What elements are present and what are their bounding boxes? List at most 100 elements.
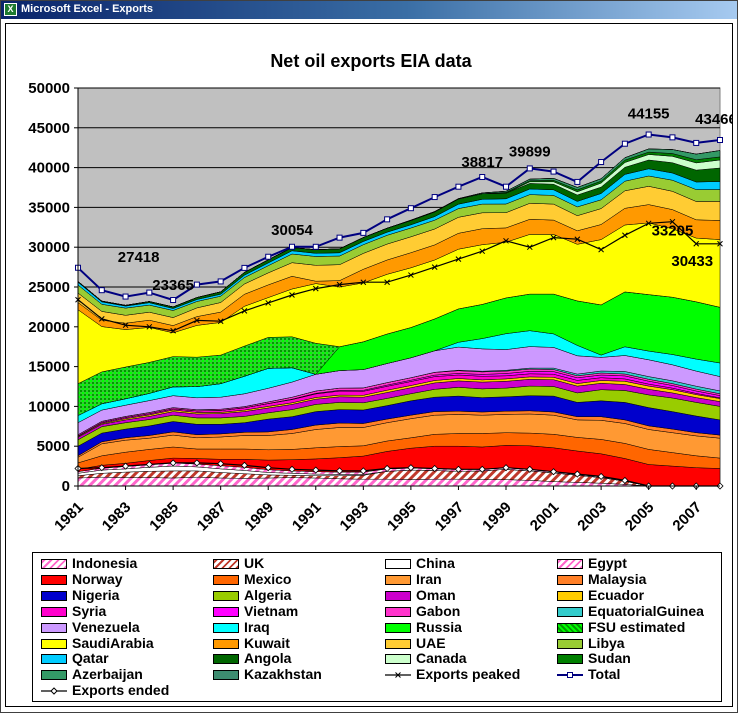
x-tick-label-1983: 1983 [99, 499, 135, 535]
legend-label-uk: UK [244, 555, 265, 571]
legend-swatch-syria [41, 606, 67, 617]
legend-swatch-saudiarabia [41, 638, 67, 649]
legend-label-egypt: Egypt [588, 555, 627, 571]
marker-exports-peaked-2000 [526, 244, 533, 251]
legend-swatch-egypt [557, 559, 583, 569]
marker-exports-ended-1994 [383, 464, 391, 473]
marker-exports-peaked-1992 [336, 281, 343, 288]
marker-exports-peaked-2004 [622, 232, 628, 239]
y-tick-label-35000: 35000 [28, 199, 70, 216]
legend-label-exports-peaked: Exports peaked [416, 666, 521, 683]
data-label-30054: 30054 [271, 222, 313, 239]
marker-total-1997 [455, 183, 462, 190]
marker-exports-peaked-2008 [717, 240, 723, 247]
legend-label-kuwait: Kuwait [244, 634, 290, 651]
excel-icon[interactable]: X [4, 3, 17, 16]
data-label-23365: 23365 [152, 277, 194, 294]
marker-total-1982 [98, 287, 105, 294]
legend-label-norway: Norway [72, 570, 123, 587]
y-tick-label-0: 0 [62, 478, 70, 495]
marker-total-2000 [526, 165, 533, 172]
marker-exports-ended-1988 [240, 461, 249, 469]
marker-total-1985 [170, 297, 177, 304]
marker-exports-peaked-1989 [265, 300, 272, 306]
marker-exports-ended-1991 [312, 466, 320, 474]
chart-area[interactable]: Net oil exports EIA data 0 5000 10000 15000… [5, 23, 733, 707]
legend-label-iran: Iran [416, 570, 442, 587]
marker-total-1996 [431, 194, 438, 201]
chart-svg: Net oil exports EIA data 0 5000 10000 15000… [28, 51, 732, 534]
legend-label-fsu-estimated: FSU estimated [588, 618, 686, 635]
marker-total-1987 [217, 278, 224, 285]
legend-swatch-indonesia [41, 559, 67, 569]
legend-label-ecuador: Ecuador [588, 586, 645, 603]
marker-total-2004 [621, 140, 628, 147]
legend-swatch-russia [385, 622, 411, 633]
marker-total-1993 [360, 229, 367, 236]
y-tick-label-30000: 30000 [28, 239, 70, 256]
marker-total-1990 [289, 243, 295, 250]
legend-swatch-china [385, 559, 411, 569]
legend-label-russia: Russia [416, 618, 462, 635]
y-tick-label-10000: 10000 [28, 398, 70, 415]
legend-swatch-venezuela [41, 622, 67, 633]
marker-exports-ended-2002 [573, 470, 581, 478]
legend-swatch-kuwait [213, 638, 239, 649]
x-tick-label-1993: 1993 [337, 499, 373, 535]
marker-exports-ended-1999 [502, 464, 510, 472]
x-tick-label-2001: 2001 [527, 499, 563, 535]
legend-swatch-ecuador [557, 590, 583, 601]
legend-label-iraq: Iraq [244, 618, 270, 635]
legend-swatch-nigeria [41, 590, 67, 601]
marker-total-2007 [693, 139, 700, 146]
x-tick-label-1987: 1987 [194, 499, 230, 535]
legend-label-total: Total [588, 666, 621, 683]
y-tick-label-45000: 45000 [28, 120, 70, 137]
data-label-27418: 27418 [118, 249, 160, 266]
data-label-43466: 43466 [695, 111, 732, 128]
x-tick-label-1989: 1989 [241, 499, 277, 535]
marker-exports-peaked-1986 [194, 317, 200, 324]
marker-total-2002 [574, 178, 581, 185]
legend-label-exports-ended: Exports ended [72, 682, 170, 699]
legend-swatch-kazakhstan [213, 670, 239, 681]
y-tick-label-15000: 15000 [28, 359, 70, 376]
marker-total-2003 [598, 159, 605, 166]
y-tick-label-40000: 40000 [28, 160, 70, 177]
y-tick-label-20000: 20000 [28, 319, 70, 336]
legend-label-venezuela: Venezuela [72, 618, 140, 635]
marker-total-1989 [265, 253, 272, 260]
chart-title: Net oil exports EIA data [270, 51, 472, 71]
marker-total-1995 [407, 205, 414, 212]
legend-label-china: China [416, 555, 455, 571]
legend-label-malaysia: Malaysia [588, 570, 647, 587]
marker-exports-ended-2001 [549, 468, 558, 476]
legend-label-mexico: Mexico [244, 570, 292, 587]
marker-exports-ended-1983 [121, 462, 130, 470]
legend-label-azerbaijan: Azerbaijan [72, 666, 143, 683]
marker-exports-peaked-1991 [312, 285, 319, 292]
legend-label-indonesia: Indonesia [72, 555, 138, 571]
legend-label-gabon: Gabon [416, 602, 461, 619]
marker-total-1988 [241, 264, 248, 271]
marker-exports-peaked-1993 [360, 279, 367, 286]
data-label-44155: 44155 [628, 106, 670, 123]
marker-exports-peaked-2003 [598, 246, 604, 253]
plot-area: 0 5000 10000 15000 20000 25000 30000 35000 40000… [28, 80, 732, 534]
legend[interactable]: Indonesia UK China Egypt Norway Mexico Iran Mal… [32, 552, 722, 702]
legend-swatch-angola [213, 654, 239, 665]
line-exports-ended [77, 462, 720, 487]
marker-exports-ended-2004 [621, 476, 629, 484]
title-bar[interactable]: X Microsoft Excel - Exports [1, 1, 737, 19]
legend-swatch-uae [385, 638, 411, 649]
data-label-33205: 33205 [652, 223, 694, 240]
marker-exports-ended-1997 [454, 465, 463, 473]
legend-swatch-iraq [213, 622, 239, 633]
y-tick-label-50000: 50000 [28, 80, 70, 97]
marker-exports-peaked-1983 [122, 322, 129, 329]
legend-label-canada: Canada [416, 650, 467, 667]
legend-swatch-oman [385, 590, 411, 601]
data-label-39899: 39899 [509, 143, 551, 160]
y-tick-label-5000: 5000 [37, 438, 70, 455]
marker-exports-ended-1992 [335, 467, 344, 475]
